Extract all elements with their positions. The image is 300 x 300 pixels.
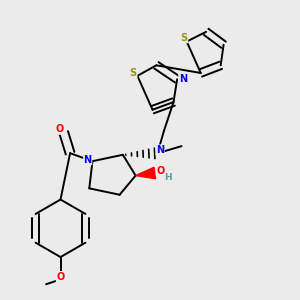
Text: S: S [130, 68, 137, 78]
Text: N: N [156, 145, 164, 155]
Text: O: O [156, 167, 165, 176]
Text: O: O [56, 272, 64, 282]
Text: N: N [84, 154, 92, 165]
Text: H: H [164, 173, 172, 182]
Text: N: N [179, 74, 187, 84]
Text: O: O [55, 124, 63, 134]
Text: S: S [181, 33, 188, 43]
Polygon shape [136, 167, 156, 179]
